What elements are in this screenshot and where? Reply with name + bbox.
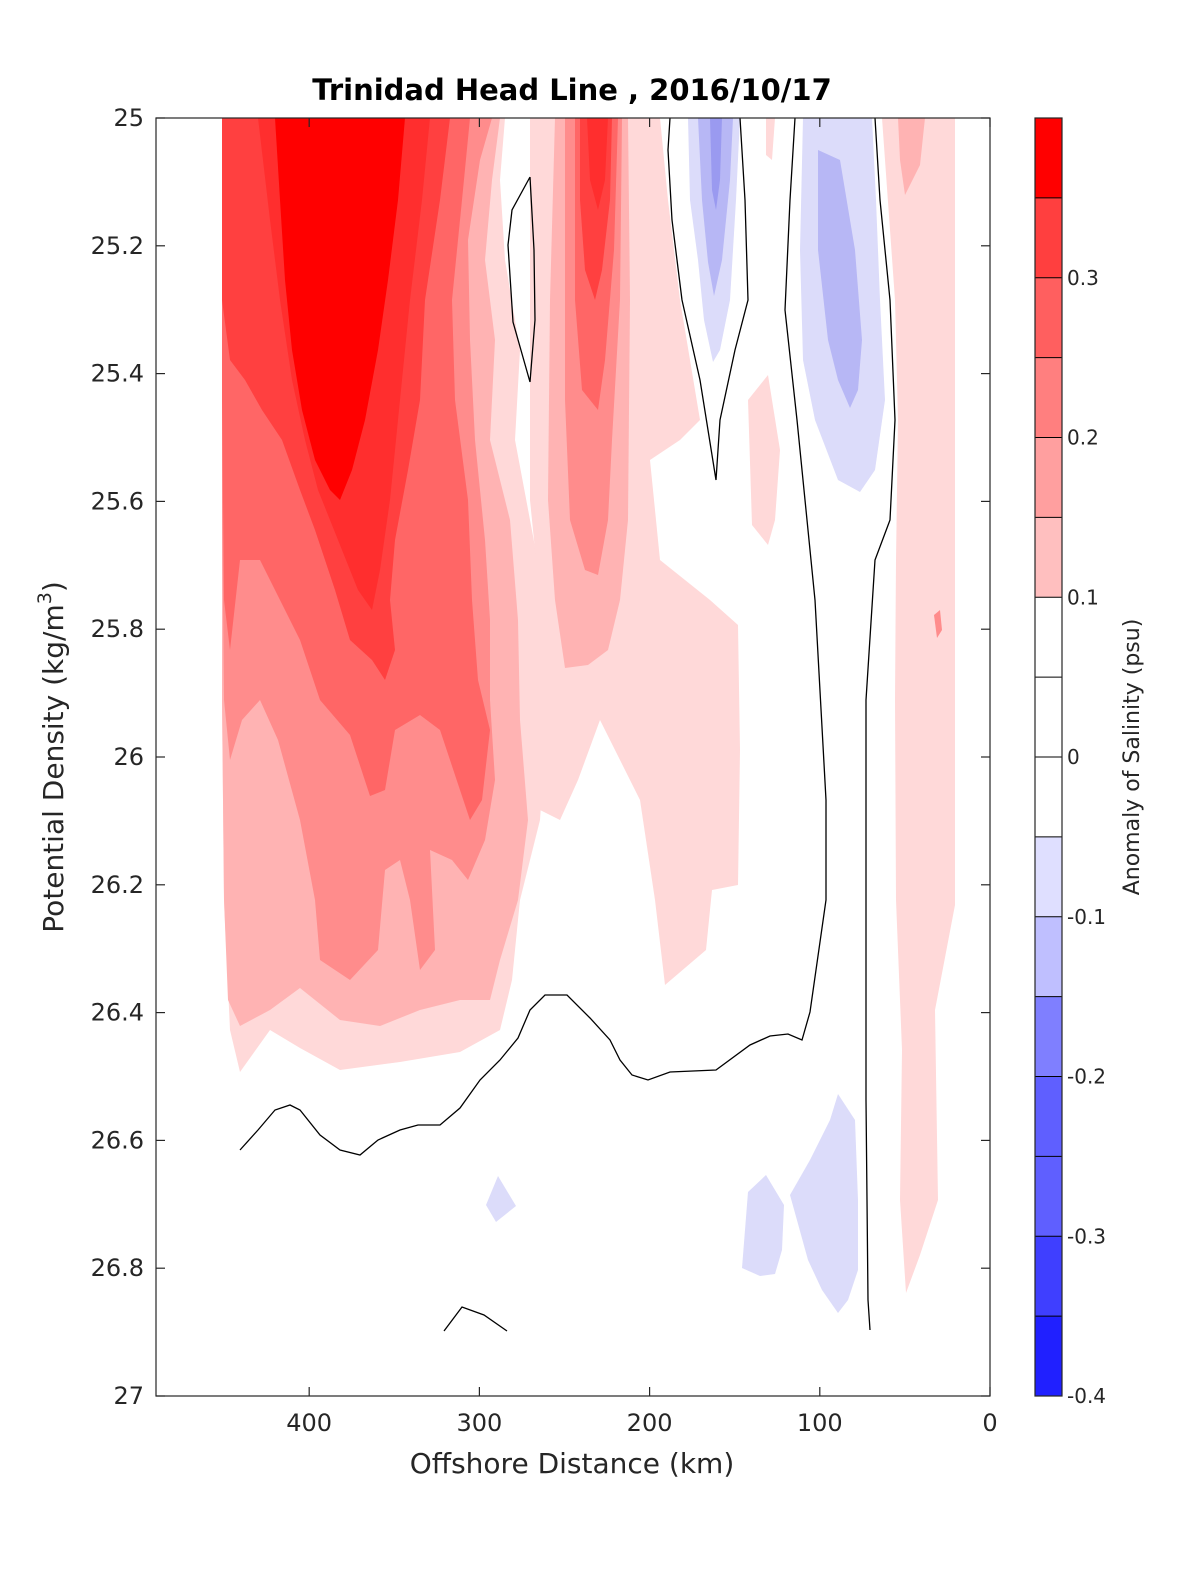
chart-title: Trinidad Head Line , 2016/10/17 xyxy=(312,73,832,107)
colorbar-tick-label: -0.1 xyxy=(1067,905,1106,929)
colorbar-swatch xyxy=(1035,277,1062,359)
x-tick-label: 200 xyxy=(627,1409,673,1437)
colorbar-tick-label: 0.2 xyxy=(1067,426,1099,450)
anomaly-region-pos2-nearshore xyxy=(898,118,925,195)
anomaly-region-pos1-nearshore xyxy=(882,118,955,1293)
anomaly-region-neg1-deep-c xyxy=(486,1176,516,1222)
colorbar-tick-label: -0.4 xyxy=(1067,1384,1106,1408)
y-tick-label: 25 xyxy=(113,104,144,132)
y-tick-label: 25.4 xyxy=(91,360,144,388)
contour-line-offshore-tongue xyxy=(667,118,749,481)
y-tick-label: 26.8 xyxy=(91,1254,144,1282)
colorbar-swatch xyxy=(1035,677,1062,758)
x-tick-label: 300 xyxy=(456,1409,502,1437)
colorbar-tick-label: 0 xyxy=(1067,745,1080,769)
x-axis-label: Offshore Distance (km) xyxy=(410,1447,735,1480)
colorbar-frame xyxy=(1034,117,1063,1397)
colorbar-tick-label: 0.3 xyxy=(1067,266,1099,290)
anomaly-region-neg1-deep-b xyxy=(742,1175,784,1276)
anomaly-region-neg1-deep-a xyxy=(790,1094,858,1313)
y-tick-label: 25.2 xyxy=(91,232,144,260)
colorbar-swatch xyxy=(1035,1236,1062,1317)
contour-line-nearshore-west xyxy=(239,118,827,1156)
anomaly-region-pos7-core xyxy=(275,118,405,500)
colorbar-swatch xyxy=(1035,757,1062,838)
colorbar-swatch xyxy=(1035,517,1062,598)
x-axis: 400 300 200 100 0 xyxy=(286,118,998,1437)
y-tick-label: 25.6 xyxy=(91,487,144,515)
colorbar-swatch xyxy=(1035,357,1062,438)
colorbar: -0.4 -0.3 -0.2 -0.1 0 0.1 0.2 0.3 xyxy=(1034,117,1106,1408)
colorbar-label: Anomaly of Salinity (psu) xyxy=(1120,619,1145,896)
anomaly-region-pos1-speck xyxy=(766,118,775,160)
colorbar-swatch xyxy=(1035,1156,1062,1237)
anomaly-region-neg3-offshore xyxy=(710,118,722,210)
anomaly-region-neg2-nearshore xyxy=(818,150,862,408)
colorbar-swatch xyxy=(1035,836,1062,918)
y-tick-label: 26 xyxy=(113,743,144,771)
y-tick-label: 27 xyxy=(113,1382,144,1410)
y-axis-label-close: ) xyxy=(37,581,70,592)
y-axis-label: Potential Density (kg/m3) xyxy=(34,581,70,933)
anomaly-region-pos3-speck xyxy=(934,610,942,638)
colorbar-swatch xyxy=(1035,1316,1062,1397)
x-tick-label: 400 xyxy=(286,1409,332,1437)
x-tick-label: 100 xyxy=(797,1409,843,1437)
y-tick-label: 25.8 xyxy=(91,615,144,643)
colorbar-tick-label: 0.1 xyxy=(1067,585,1099,609)
contour-line-upper-loop xyxy=(507,176,536,383)
y-tick-label: 26.2 xyxy=(91,871,144,899)
contour-line-deep-arc xyxy=(443,1306,508,1332)
colorbar-swatch xyxy=(1035,916,1062,998)
anomaly-region-pos6-center xyxy=(587,118,608,210)
contour-field xyxy=(156,118,990,1396)
zero-contour-lines xyxy=(239,118,896,1332)
colorbar-tick-label: -0.2 xyxy=(1067,1065,1106,1089)
y-axis: 25 25.2 25.4 25.6 25.8 26 26.2 26.4 26.6 26.8 27 xyxy=(91,104,990,1410)
y-axis-label-superscript: 3 xyxy=(34,592,56,604)
contour-line-nearshore-east xyxy=(865,118,896,1331)
anomaly-region-pos1-east xyxy=(748,375,780,545)
colorbar-tick-label: -0.3 xyxy=(1067,1224,1106,1248)
x-tick-label: 0 xyxy=(982,1409,997,1437)
colorbar-swatch xyxy=(1035,197,1062,279)
y-axis-label-main: Potential Density (kg/m xyxy=(37,604,70,933)
colorbar-swatch xyxy=(1035,437,1062,518)
colorbar-swatch xyxy=(1035,996,1062,1077)
colorbar-swatch xyxy=(1035,1076,1062,1157)
colorbar-swatch xyxy=(1035,118,1062,199)
y-tick-label: 26.4 xyxy=(91,999,144,1027)
y-tick-label: 26.6 xyxy=(91,1126,144,1154)
colorbar-swatch xyxy=(1035,597,1062,678)
